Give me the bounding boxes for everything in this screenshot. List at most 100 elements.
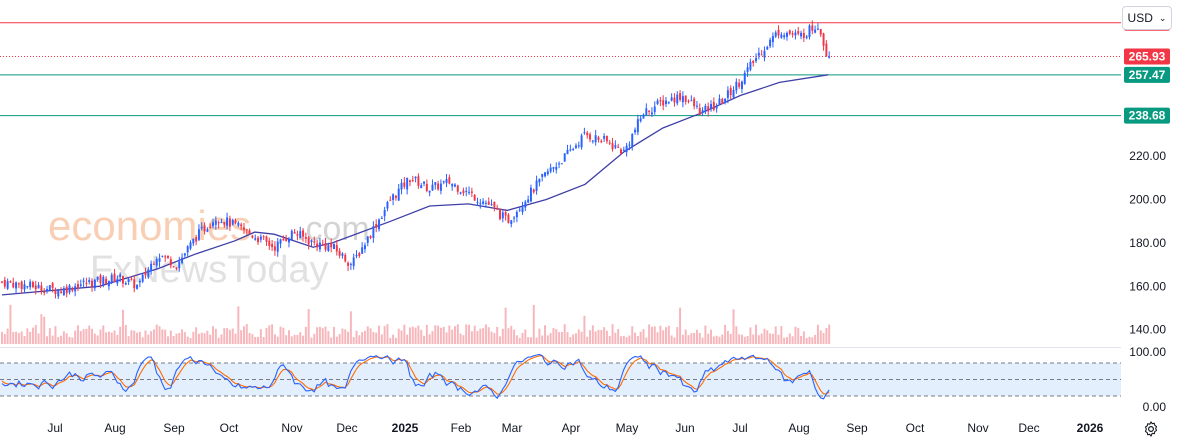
currency-selector[interactable]: USD ⌄ xyxy=(1122,6,1172,30)
volume-bar xyxy=(212,326,215,344)
volume-bar xyxy=(392,334,395,344)
price-tick-label: 140.00 xyxy=(1129,323,1166,337)
candle-body xyxy=(504,212,507,216)
candle-body xyxy=(414,176,417,179)
candle-body xyxy=(226,217,229,226)
volume-bar xyxy=(791,336,794,344)
volume-bar xyxy=(600,330,603,344)
volume-bar xyxy=(279,326,282,344)
candle-body xyxy=(228,218,231,227)
volume-bar xyxy=(119,326,122,344)
volume-bar xyxy=(591,325,594,344)
candle-body xyxy=(181,257,184,263)
volume-bar xyxy=(740,334,743,344)
volume-bar xyxy=(366,326,369,344)
candle-body xyxy=(431,184,434,191)
volume-bar xyxy=(133,330,136,344)
volume-bar xyxy=(152,329,155,344)
candle-body xyxy=(510,220,513,225)
candle-body xyxy=(79,284,82,286)
volume-bar xyxy=(296,334,299,344)
volume-bar xyxy=(746,335,749,344)
candle-body xyxy=(265,236,268,242)
candle-body xyxy=(479,203,482,205)
volume-bar xyxy=(220,334,223,344)
volume-bar xyxy=(403,324,406,344)
volume-bar xyxy=(268,325,271,344)
candle-body xyxy=(209,226,212,228)
volume-bar xyxy=(397,328,400,344)
candle-body xyxy=(639,118,642,122)
candle-body xyxy=(113,273,116,282)
volume-bar xyxy=(439,327,442,344)
candle-body xyxy=(206,229,209,232)
candle-body xyxy=(465,190,468,192)
candle-body xyxy=(363,245,366,250)
candle-body xyxy=(499,208,501,220)
volume-bar xyxy=(12,332,15,344)
candle-body xyxy=(574,145,577,148)
candle-body xyxy=(406,177,409,190)
volume-bar xyxy=(541,335,544,344)
volume-bar xyxy=(124,325,127,344)
volume-bar xyxy=(707,333,710,344)
volume-bar xyxy=(690,333,693,344)
volume-bar xyxy=(116,334,119,344)
volume-bar xyxy=(605,330,608,344)
candle-body xyxy=(594,135,597,143)
candle-body xyxy=(805,36,808,38)
volume-bar xyxy=(175,333,178,344)
volume-bar xyxy=(164,329,167,344)
volume-bar xyxy=(161,329,164,344)
volume-bar xyxy=(102,325,105,344)
time-tick-label: Nov xyxy=(967,421,988,435)
candle-body xyxy=(321,244,324,246)
candle-body xyxy=(189,242,192,249)
candle-body xyxy=(791,33,794,35)
volume-bar xyxy=(470,331,473,344)
volume-bar xyxy=(321,328,324,344)
candle-body xyxy=(318,242,321,250)
volume-bar xyxy=(242,326,245,344)
candle-body xyxy=(448,177,451,184)
volume-bar xyxy=(544,325,547,344)
volume-bar xyxy=(594,331,597,344)
gear-icon[interactable] xyxy=(1142,420,1160,438)
volume-bar xyxy=(608,335,611,344)
candle-body xyxy=(372,226,375,238)
candle-body xyxy=(605,136,608,142)
candle-body xyxy=(57,290,60,297)
candle-body xyxy=(12,282,15,288)
candle-body xyxy=(698,107,701,115)
horizontal-levels xyxy=(0,22,1121,117)
volume-bar xyxy=(670,335,673,344)
candle-body xyxy=(538,178,541,183)
candle-body xyxy=(102,276,105,285)
volume-bar xyxy=(771,333,774,344)
volume-bar xyxy=(586,336,589,344)
stochastic-k-line xyxy=(1,353,830,400)
volume-bar xyxy=(822,332,825,344)
volume-bar xyxy=(136,332,139,344)
volume-bar xyxy=(560,331,563,344)
volume-bar xyxy=(563,324,566,344)
candle-body xyxy=(811,25,814,31)
candle-body xyxy=(237,222,240,226)
candle-body xyxy=(518,209,521,211)
volume-bar xyxy=(26,328,29,344)
volume-bar xyxy=(802,331,805,344)
volume-bar xyxy=(757,335,760,344)
candle-body xyxy=(757,52,760,56)
candle-body xyxy=(304,237,307,239)
volume-bar xyxy=(828,324,831,344)
candle-body xyxy=(622,149,625,151)
volume-bar xyxy=(414,327,417,344)
volume-bar xyxy=(257,336,260,344)
volume-bar xyxy=(456,324,459,344)
volume-bar xyxy=(254,337,257,344)
volume-bar xyxy=(417,325,420,344)
candle-body xyxy=(217,222,220,224)
moving-average-line xyxy=(1,74,829,296)
volume-bar xyxy=(299,332,302,344)
volume-bar xyxy=(316,327,319,344)
